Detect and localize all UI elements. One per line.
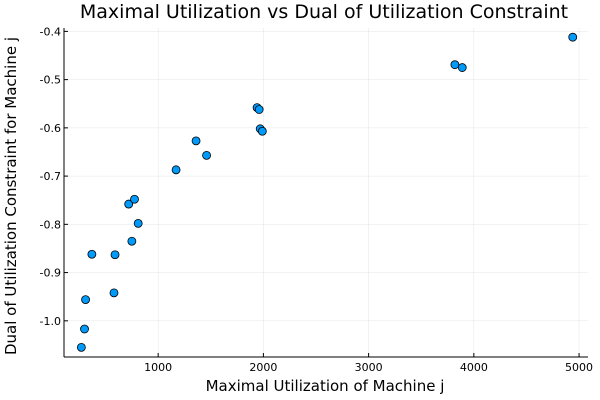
x-tick-label: 1000 (144, 361, 172, 374)
grid-lines (64, 28, 588, 357)
x-tick-label: 3000 (355, 361, 383, 374)
y-tick-label: -0.8 (40, 218, 61, 231)
data-point (124, 199, 134, 209)
x-tick-label: 2000 (249, 361, 277, 374)
data-point (109, 288, 119, 298)
y-tick-label: -0.6 (40, 122, 61, 135)
data-point (171, 165, 181, 175)
data-point (110, 250, 120, 260)
data-point (457, 63, 467, 72)
data-point (87, 249, 97, 259)
x-tick-label: 5000 (565, 361, 593, 374)
data-point (450, 60, 460, 70)
data-point (133, 218, 143, 228)
data-point (127, 236, 137, 246)
x-axis-label: Maximal Utilization of Machine j (206, 377, 445, 395)
x-ticks: 1000 2000 3000 4000 5000 (144, 353, 593, 374)
data-point (130, 194, 139, 204)
y-tick-label: -0.9 (40, 267, 61, 280)
y-tick-label: -0.5 (40, 74, 61, 87)
y-ticks: -1.0 -0.9 -0.8 -0.7 -0.6 -0.5 -0.4 (40, 25, 68, 328)
data-point (81, 295, 90, 304)
data-point (202, 150, 211, 160)
axes (63, 28, 588, 358)
y-tick-label: -1.0 (40, 315, 61, 328)
x-tick-label: 4000 (460, 361, 488, 374)
data-point (80, 324, 89, 334)
data-point (191, 136, 201, 146)
chart-title: Maximal Utilization vs Dual of Utilizati… (80, 1, 568, 23)
data-point (76, 342, 86, 352)
y-axis-label: Dual of Utilization Constraint for Machi… (2, 37, 20, 355)
data-point (257, 126, 267, 136)
data-point (254, 105, 264, 114)
data-point (568, 32, 578, 42)
y-tick-label: -0.4 (40, 25, 61, 38)
y-tick-label: -0.7 (40, 170, 61, 183)
data-points (76, 32, 578, 352)
